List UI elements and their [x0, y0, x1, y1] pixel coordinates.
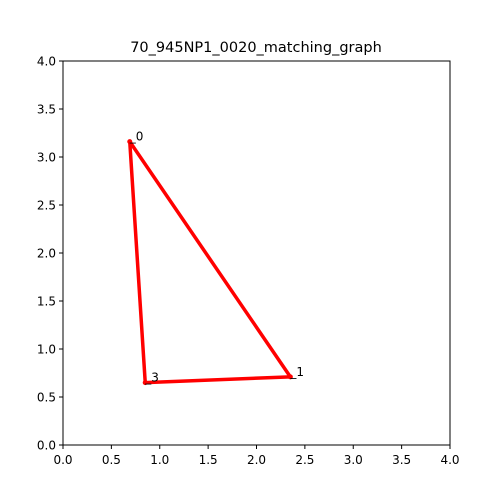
x-tick-label: 1.0 [150, 453, 169, 467]
x-axis: 0.0 0.5 1.0 1.5 2.0 2.5 3.0 3.5 4.0 [53, 445, 460, 467]
graph-nodes: _0 _1 _3 [127, 130, 304, 386]
node-label: _1 [289, 365, 304, 379]
x-tick-label: 4.0 [440, 453, 459, 467]
graph-edge [128, 139, 147, 385]
y-tick-label: 4.0 [37, 55, 56, 69]
y-tick-label: 2.5 [37, 199, 56, 213]
graph-edges [128, 139, 293, 385]
x-tick-label: 3.5 [392, 453, 411, 467]
x-tick-label: 0.0 [53, 453, 72, 467]
x-tick-label: 2.5 [295, 453, 314, 467]
graph-edge [143, 375, 293, 385]
node-label: _0 [129, 130, 144, 144]
y-tick-label: 2.0 [37, 247, 56, 261]
x-tick-label: 2.0 [247, 453, 266, 467]
y-tick-label: 0.0 [37, 439, 56, 453]
graph-node [287, 374, 293, 380]
y-tick-label: 3.0 [37, 151, 56, 165]
y-tick-label: 1.5 [37, 295, 56, 309]
node-label: _3 [144, 371, 159, 385]
y-tick-label: 0.5 [37, 391, 56, 405]
chart-title: 70_945NP1_0020_matching_graph [130, 40, 382, 56]
y-tick-label: 1.0 [37, 343, 56, 357]
x-tick-label: 3.0 [344, 453, 363, 467]
y-axis: 0.0 0.5 1.0 1.5 2.0 2.5 3.0 3.5 4.0 [37, 55, 63, 453]
graph-node [127, 139, 133, 145]
x-tick-label: 1.5 [199, 453, 218, 467]
plot-frame [62, 60, 451, 446]
x-tick-label: 0.5 [102, 453, 121, 467]
y-tick-label: 3.5 [37, 103, 56, 117]
graph-edge [128, 139, 293, 379]
graph-node [142, 380, 148, 386]
